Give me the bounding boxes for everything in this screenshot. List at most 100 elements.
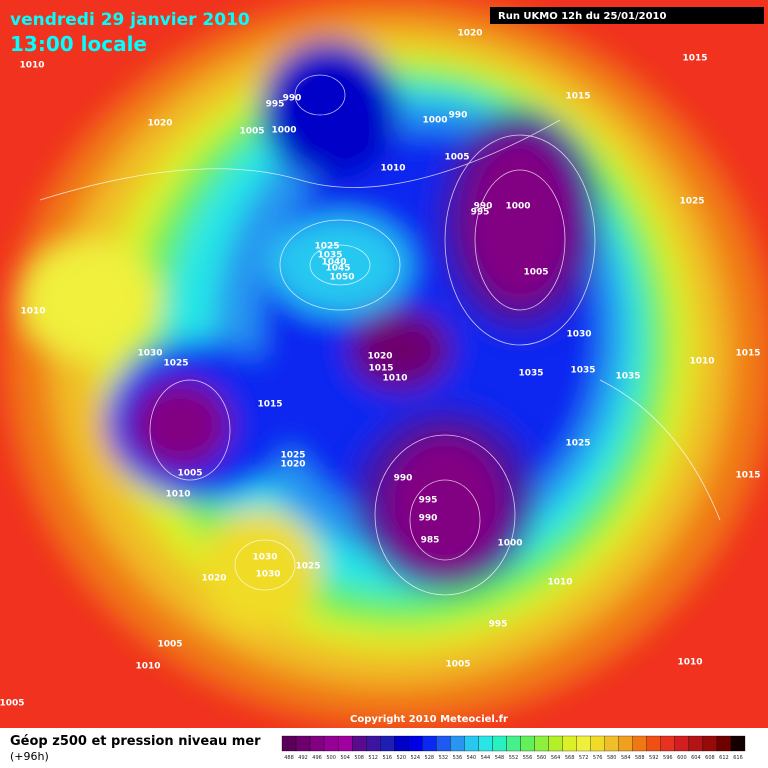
scale-label: 560 bbox=[537, 755, 547, 761]
isobar-label: 1025 bbox=[679, 197, 704, 207]
legend-title: Géop z500 et pression niveau mer bbox=[10, 734, 261, 749]
scale-label: 612 bbox=[719, 755, 729, 761]
scale-swatch bbox=[688, 735, 704, 752]
scale-swatch bbox=[506, 735, 521, 752]
scale-label: 520 bbox=[396, 755, 406, 761]
scale-label: 500 bbox=[326, 755, 336, 761]
isobar-label: 1010 bbox=[19, 61, 44, 71]
lead-time: (+96h) bbox=[10, 750, 49, 763]
isobar-label: 1005 bbox=[445, 660, 470, 670]
scale-swatch bbox=[309, 735, 325, 752]
scale-swatch bbox=[352, 735, 367, 752]
scale-swatch bbox=[408, 735, 423, 752]
isobar-label: 1010 bbox=[165, 490, 190, 500]
scale-label: 552 bbox=[509, 755, 519, 761]
scale-label: 564 bbox=[551, 755, 561, 761]
isobar-label: 1030 bbox=[137, 349, 162, 359]
isobar-label: 1005 bbox=[523, 268, 548, 278]
scale-label: 580 bbox=[607, 755, 617, 761]
scale-swatch bbox=[716, 735, 732, 752]
scale-swatch bbox=[730, 735, 746, 752]
isobar-label: 1015 bbox=[257, 400, 282, 410]
isobar-label: 1035 bbox=[317, 251, 342, 261]
isobar-label: 1050 bbox=[329, 273, 354, 283]
date: vendredi 29 janvier 2010 bbox=[10, 10, 250, 30]
scale-swatch bbox=[295, 735, 311, 752]
scale-swatch bbox=[478, 735, 493, 752]
scale-swatch bbox=[618, 735, 633, 752]
isobar-label: 1010 bbox=[547, 578, 572, 588]
scale-label: 556 bbox=[523, 755, 533, 761]
scale-swatch bbox=[464, 735, 479, 752]
scale-label: 532 bbox=[439, 755, 449, 761]
isobar-label: 1025 bbox=[163, 359, 188, 369]
isobar-label: 1005 bbox=[444, 153, 469, 163]
scale-swatch bbox=[281, 735, 297, 752]
scale-swatch bbox=[604, 735, 619, 752]
scale-label: 604 bbox=[691, 755, 701, 761]
scale-swatch bbox=[394, 735, 409, 752]
scale-label: 544 bbox=[481, 755, 491, 761]
scale-swatch bbox=[534, 735, 549, 752]
map-field bbox=[0, 0, 768, 728]
isobar-label: 990 bbox=[419, 514, 438, 524]
scale-label: 508 bbox=[354, 755, 364, 761]
isobar-label: 1015 bbox=[565, 92, 590, 102]
scale-swatch bbox=[492, 735, 507, 752]
isobar-label: 1010 bbox=[689, 357, 714, 367]
scale-swatch bbox=[646, 735, 661, 752]
isobar-label: 1015 bbox=[368, 364, 393, 374]
isobar-label: 1000 bbox=[422, 116, 447, 126]
scale-swatch bbox=[590, 735, 605, 752]
isobar-label: 1025 bbox=[565, 439, 590, 449]
scale-label: 596 bbox=[663, 755, 673, 761]
isobar-label: 985 bbox=[421, 536, 440, 546]
scale-label: 576 bbox=[593, 755, 603, 761]
scale-swatch bbox=[702, 735, 718, 752]
isobar-label: 990 bbox=[474, 202, 493, 212]
scale-label: 528 bbox=[425, 755, 435, 761]
scale-swatch bbox=[674, 735, 690, 752]
scale-swatch bbox=[576, 735, 591, 752]
scale-label: 616 bbox=[733, 755, 743, 761]
isobar-label: 1010 bbox=[20, 307, 45, 317]
scale-label: 536 bbox=[453, 755, 463, 761]
copyright: Copyright 2010 Meteociel.fr bbox=[350, 714, 508, 725]
scale-label: 572 bbox=[579, 755, 589, 761]
scale-swatch bbox=[366, 735, 381, 752]
run-info: Run UKMO 12h du 25/01/2010 bbox=[498, 11, 667, 22]
isobar-label: 1000 bbox=[497, 539, 522, 549]
scale-label: 608 bbox=[705, 755, 715, 761]
scale-label: 492 bbox=[298, 755, 308, 761]
scale-swatch bbox=[436, 735, 451, 752]
isobar-label: 1010 bbox=[135, 662, 160, 672]
run-banner bbox=[490, 7, 764, 24]
scale-label: 600 bbox=[677, 755, 687, 761]
scale-label: 588 bbox=[635, 755, 645, 761]
isobar-label: 1005 bbox=[0, 699, 25, 709]
isobar-label: 995 bbox=[489, 620, 508, 630]
isobar-label: 1030 bbox=[566, 330, 591, 340]
isobar-label: 1045 bbox=[325, 264, 350, 274]
isobar-label: 1035 bbox=[570, 366, 595, 376]
isobar-label: 1010 bbox=[382, 374, 407, 384]
isobar-label: 1025 bbox=[295, 562, 320, 572]
isobar-label: 1010 bbox=[677, 658, 702, 668]
scale-swatch bbox=[520, 735, 535, 752]
scale-label: 496 bbox=[312, 755, 322, 761]
scale-swatch bbox=[548, 735, 563, 752]
isobar-label: 1000 bbox=[271, 126, 296, 136]
isobar-lines bbox=[39, 74, 721, 596]
scale-label: 540 bbox=[467, 755, 477, 761]
isobar-label: 990 bbox=[283, 94, 302, 104]
scale-label: 548 bbox=[495, 755, 505, 761]
isobar-label: 990 bbox=[449, 111, 468, 121]
isobar-label: 1020 bbox=[457, 29, 482, 39]
isobar-label: 1030 bbox=[252, 553, 277, 563]
local-time: 13:00 locale bbox=[10, 32, 147, 56]
scale-swatch bbox=[660, 735, 675, 752]
isobar-label: 1005 bbox=[157, 640, 182, 650]
